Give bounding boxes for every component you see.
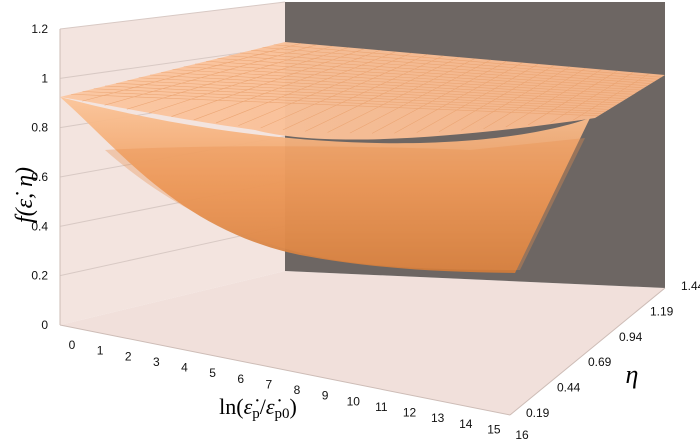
x-tick-label: 5 [209,366,216,380]
surface-underside [60,97,590,273]
x-tick-label: 14 [459,417,473,431]
floor [60,271,665,415]
y-axis-title: f(ε̇, η) [12,167,38,223]
mesh-line [228,55,648,87]
mesh-line [371,60,507,134]
x-axis-title: ln(ε̇p/ε̇p0) [219,394,297,422]
y-tick-label: 0.8 [31,121,48,135]
mesh-line [82,43,301,102]
mesh-line [572,73,650,121]
mesh-line [104,44,317,106]
x-ticks: 0 1 2 3 4 5 6 7 8 9 10 11 12 13 14 15 16 [69,338,529,442]
mesh-line [305,56,460,132]
mesh-line [172,69,631,97]
x-tick-label: 9 [322,389,329,403]
x-tick-label: 3 [153,355,160,369]
mesh-line [183,66,634,95]
eta-tick-label: 0.19 [526,406,550,420]
x-tick-label: 13 [431,411,445,425]
x-axis-title-close: ) [290,394,297,419]
x-axis-title-num-sub: p [252,406,260,422]
x-tick-label: 6 [237,372,244,386]
y-tick-label: 1 [41,71,48,85]
mesh-line [71,93,599,117]
mesh-line [149,47,349,114]
mesh-line [193,49,381,121]
mesh-line [138,77,620,104]
mesh-line [149,74,624,102]
eta-tick-label: 0.94 [619,330,643,344]
y-axis-title-func: f [12,213,38,223]
y-tick-label: 0.4 [31,219,48,233]
mesh-line [273,44,662,78]
x-tick-label: 7 [266,377,273,391]
x-tick-label: 4 [181,361,188,375]
x-axis-title-den-sub: p0 [275,406,290,422]
x-tick-label: 11 [375,400,388,414]
mesh-line [282,55,444,131]
y-tick-label: 0.6 [31,170,48,184]
x-tick-label: 10 [347,394,361,408]
eta-tick-label: 0.69 [588,355,612,369]
y-tick-label: 0.2 [31,269,48,283]
x-tick-label: 15 [487,422,501,436]
mesh-line [239,52,652,84]
y-tick-label: 0 [41,318,48,332]
mesh-line [260,54,428,129]
mesh-line [126,45,333,110]
eta-tick-label: 1.19 [650,304,674,318]
mesh-line [550,71,634,123]
x-axis-line [59,324,511,416]
mesh-line [171,48,365,117]
mesh-line [438,65,555,132]
eta-ticks: 0.19 0.44 0.69 0.94 1.19 1.44 [526,279,700,420]
mesh-line [161,71,627,99]
eta-tick-label: 1.44 [681,279,700,293]
mesh-line [394,62,523,134]
mesh-line [127,80,617,106]
mesh-line [483,67,586,130]
mesh-line [416,63,539,133]
x-tick-label: 0 [69,338,76,352]
y-gridline [59,1,286,30]
surface-front-band [105,138,585,270]
mesh-line [262,47,659,80]
mesh-line [327,58,476,133]
mesh-line [251,49,655,82]
mesh-line [206,60,641,91]
mesh-line [93,88,606,112]
eta-axis-line [509,287,666,416]
y-axis-title-args: (ε̇, η) [12,167,38,216]
x-tick-label: 2 [125,349,132,363]
y-tick-label: 1.2 [31,22,48,36]
mesh-line [527,70,618,126]
eta-axis-title: η [626,360,639,389]
surface [60,42,665,273]
x-axis-title-fn: ln( [219,394,243,419]
surface-mesh [71,43,662,134]
y-ticks: 0 0.2 0.4 0.6 0.8 1 1.2 [31,22,48,332]
x-tick-label: 8 [294,383,301,397]
x-axis-title-slash: / [260,394,267,419]
surface-top [60,42,665,140]
x-tick-label: 12 [403,406,417,420]
eta-tick-label: 0.44 [557,381,581,395]
x-tick-label: 16 [515,428,529,442]
mesh-line [217,58,645,89]
x-tick-label: 1 [97,344,104,358]
mesh-line [461,66,571,131]
mesh-line [505,69,602,128]
mesh-line [349,59,491,134]
mesh-line [215,51,396,124]
mesh-line [238,52,412,126]
